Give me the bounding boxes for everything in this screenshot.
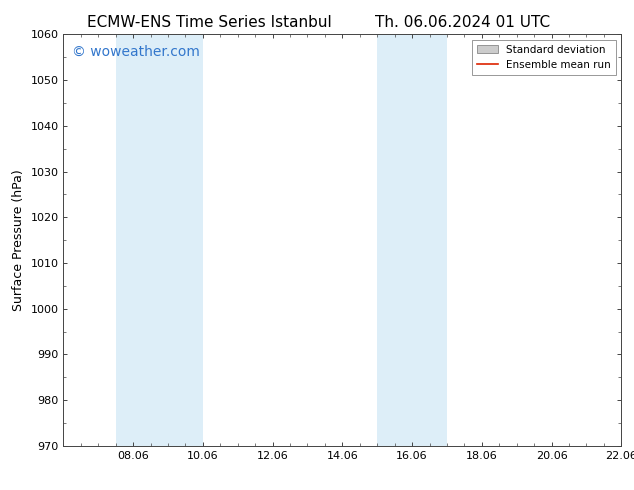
Text: Th. 06.06.2024 01 UTC: Th. 06.06.2024 01 UTC [375,15,550,30]
Text: © woweather.com: © woweather.com [72,45,200,59]
Bar [115,34,203,446]
Y-axis label: Surface Pressure (hPa): Surface Pressure (hPa) [12,169,25,311]
Legend: Standard deviation, Ensemble mean run: Standard deviation, Ensemble mean run [472,40,616,75]
Text: ECMW-ENS Time Series Istanbul: ECMW-ENS Time Series Istanbul [87,15,332,30]
Bar [377,34,447,446]
